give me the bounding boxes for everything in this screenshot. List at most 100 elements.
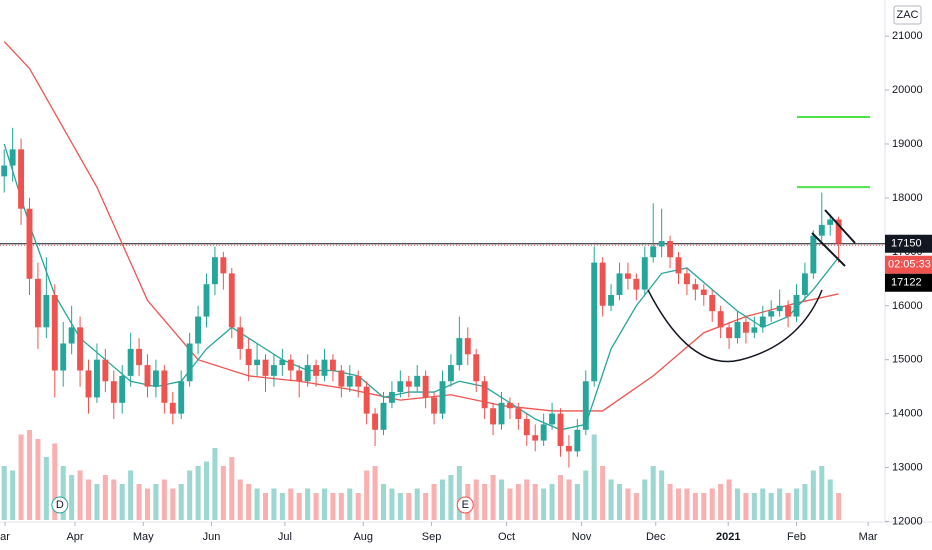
candle-body	[464, 338, 471, 355]
volume-bar	[726, 479, 732, 520]
moving-average	[3, 143, 840, 431]
y-tick-label: 14000	[892, 408, 923, 420]
y-tick-label: 21000	[892, 30, 923, 42]
volume-bar	[760, 488, 766, 520]
candle-body	[667, 241, 674, 258]
x-tick-label: Jun	[203, 531, 221, 543]
candle-body	[178, 381, 185, 414]
candle-body	[77, 327, 84, 371]
candle-body	[60, 343, 67, 371]
candle-body	[793, 294, 800, 317]
volume-bar	[77, 470, 83, 520]
x-tick-label: ar	[0, 531, 10, 543]
event-marker[interactable]	[51, 496, 69, 514]
candle-body	[683, 273, 690, 285]
candle-body	[641, 257, 648, 290]
volume-bar	[406, 493, 412, 520]
candle-body	[447, 365, 454, 382]
volume-bar	[313, 493, 319, 520]
volume-bar	[448, 475, 454, 520]
candle-body	[287, 359, 294, 371]
candle-body	[119, 375, 126, 403]
candle-body	[633, 278, 640, 290]
volume-bar	[397, 493, 403, 520]
volume-bar	[768, 493, 774, 520]
candle-body	[68, 327, 75, 344]
currency-box[interactable]	[893, 5, 922, 25]
volume-bar	[566, 479, 572, 520]
volume-bar	[212, 448, 218, 520]
candle-body	[751, 327, 758, 333]
trend-line	[811, 232, 846, 267]
volume-bar	[456, 466, 462, 520]
candle-body	[397, 381, 404, 393]
candle-body	[169, 402, 176, 414]
volume-bar	[591, 434, 597, 520]
volume-bar	[532, 484, 538, 520]
volume-bar	[305, 488, 311, 520]
candle-body	[565, 445, 572, 452]
volume-bar	[229, 457, 235, 520]
candle-body	[9, 149, 16, 166]
candle-body	[279, 359, 286, 366]
candle-body	[692, 284, 699, 290]
candle-body	[506, 402, 513, 409]
candle-body	[85, 370, 92, 398]
candle-body	[161, 370, 168, 403]
volume-bar	[347, 488, 353, 520]
y-tick-label: 13000	[892, 462, 923, 474]
x-tick-label: Aug	[353, 531, 373, 543]
countdown-box	[885, 255, 932, 274]
volume-bar	[26, 430, 33, 520]
candle-body	[262, 359, 269, 376]
x-tick-label: Oct	[498, 531, 515, 543]
volume-bar	[675, 488, 682, 520]
candle-body	[557, 413, 564, 446]
candle-body	[540, 424, 547, 441]
ma-price-label: 17122	[891, 277, 922, 289]
volume-bar	[262, 493, 269, 520]
volume-bar	[102, 475, 108, 520]
volume-bar	[271, 488, 277, 520]
candle-body	[473, 354, 480, 382]
volume-bar	[170, 488, 176, 520]
volume-bar	[43, 457, 49, 520]
last-price-box	[885, 234, 932, 253]
candle-body	[414, 375, 421, 387]
volume-bar	[541, 488, 547, 520]
candle-body	[136, 348, 143, 366]
x-tick-label: Dec	[646, 531, 666, 543]
candle-body	[726, 327, 733, 339]
candle-body	[776, 305, 783, 312]
x-tick-label: May	[133, 531, 154, 543]
candle-body	[490, 408, 497, 425]
y-tick-label: 16000	[892, 300, 923, 312]
candle-body	[523, 419, 530, 436]
x-tick-label: Mar	[859, 531, 878, 543]
cup-arc	[647, 289, 823, 363]
volume-bar	[692, 493, 698, 520]
volume-bar	[35, 439, 41, 520]
volume-bar	[498, 479, 505, 520]
volume-bar	[793, 488, 800, 520]
candle-body	[599, 262, 606, 306]
candle-body	[321, 359, 328, 376]
candle-body	[785, 305, 792, 317]
volume-bar	[18, 434, 24, 520]
volume-bar	[60, 466, 66, 520]
volume-bar	[296, 493, 302, 520]
volume-bar	[574, 484, 580, 520]
volume-bar	[659, 470, 665, 520]
candle-body	[195, 316, 202, 344]
candle-body	[1, 165, 8, 177]
volume-bar	[515, 484, 521, 520]
volume-bar	[111, 479, 117, 520]
volume-bar	[220, 466, 226, 520]
x-tick-label: Nov	[572, 531, 592, 543]
x-tick-label: Sep	[422, 531, 442, 543]
volume-bar	[10, 470, 16, 520]
volume-bar	[1, 466, 7, 520]
event-marker[interactable]	[456, 496, 474, 514]
candle-body	[810, 235, 817, 274]
